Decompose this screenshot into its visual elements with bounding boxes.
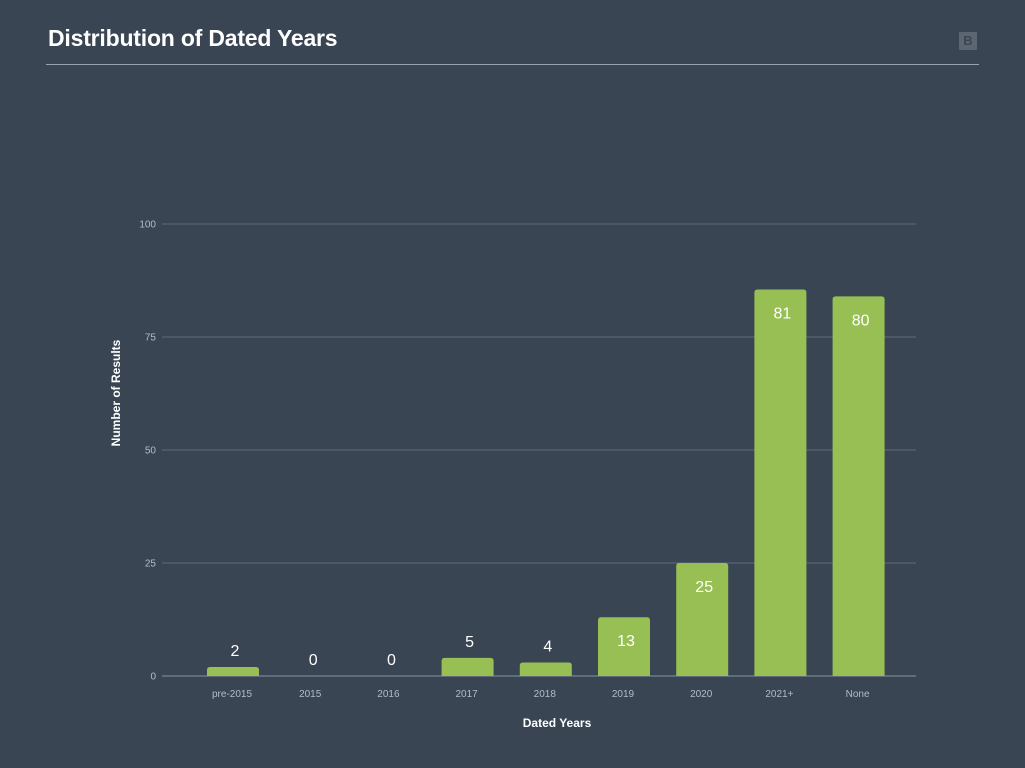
bar-2020 [676,563,729,676]
bar-2018 [519,662,572,676]
x-tick-label: None [846,689,870,700]
y-axis-title: Number of Results [109,339,123,446]
bar-pre-2015 [207,666,259,676]
x-tick-label: 2017 [455,689,478,700]
data-label: 4 [543,638,552,655]
brand-logo-icon: B [959,32,977,50]
bar-2017 [441,657,494,676]
y-tick-label: 100 [139,220,156,231]
y-tick-label: 50 [145,446,157,457]
x-tick-label: pre-2015 [212,689,252,700]
data-labels: 2 0 0 5 4 13 25 81 80 [231,306,870,669]
data-label: 0 [309,652,318,669]
chart-title: Distribution of Dated Years [48,25,338,51]
bar-2021- [754,289,807,676]
bar-none [832,296,885,676]
y-tick-label: 25 [145,559,157,570]
x-tick-label: 2016 [377,689,400,700]
x-tick-label: 2021+ [765,689,793,700]
x-axis-title: Dated Years [523,716,592,730]
x-tick-label: 2019 [612,689,635,700]
chart-header: Distribution of Dated Years B [46,0,979,65]
data-label: 2 [231,643,240,660]
data-label: 13 [617,633,635,650]
x-tick-label: 2020 [690,689,713,700]
y-tick-label: 0 [150,672,156,683]
bars [207,289,885,676]
x-tick-label: 2015 [299,689,322,700]
data-label: 5 [465,634,474,651]
y-tick-label: 75 [145,333,157,344]
x-tick-label: 2018 [534,689,557,700]
data-label: 80 [852,312,870,329]
bar-2019 [598,617,650,676]
data-label: 81 [774,306,792,323]
data-label: 0 [387,652,396,669]
data-label: 25 [695,579,713,596]
